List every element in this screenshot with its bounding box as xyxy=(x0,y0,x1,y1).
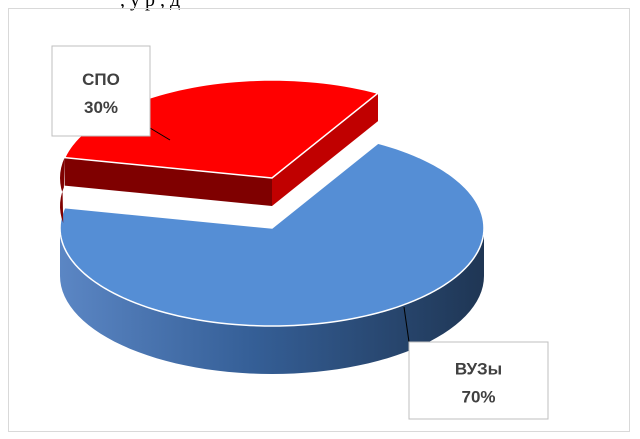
page-top-text-fragment: , у р , д xyxy=(120,0,181,11)
callout-vuzy-leader xyxy=(403,306,410,343)
callout-spo: СПО 30% xyxy=(51,45,171,141)
slice-vuzy-side xyxy=(60,228,484,374)
slice-spo-side-face xyxy=(64,157,272,206)
callout-spo-leader xyxy=(149,127,171,141)
callout-vuzy-value: 70% xyxy=(461,388,495,407)
chart-frame xyxy=(8,8,630,432)
callout-vuzy: ВУЗы 70% xyxy=(403,306,549,420)
slice-vuzy-top xyxy=(59,142,485,327)
callout-vuzy-box xyxy=(408,341,549,420)
callout-spo-value: 30% xyxy=(84,98,118,117)
callout-spo-category: СПО xyxy=(82,70,120,89)
slice-spo-side xyxy=(60,157,65,224)
slice-spo-cut-face xyxy=(272,93,378,206)
callout-vuzy-category: ВУЗы xyxy=(455,360,502,379)
callout-spo-box xyxy=(51,45,151,137)
